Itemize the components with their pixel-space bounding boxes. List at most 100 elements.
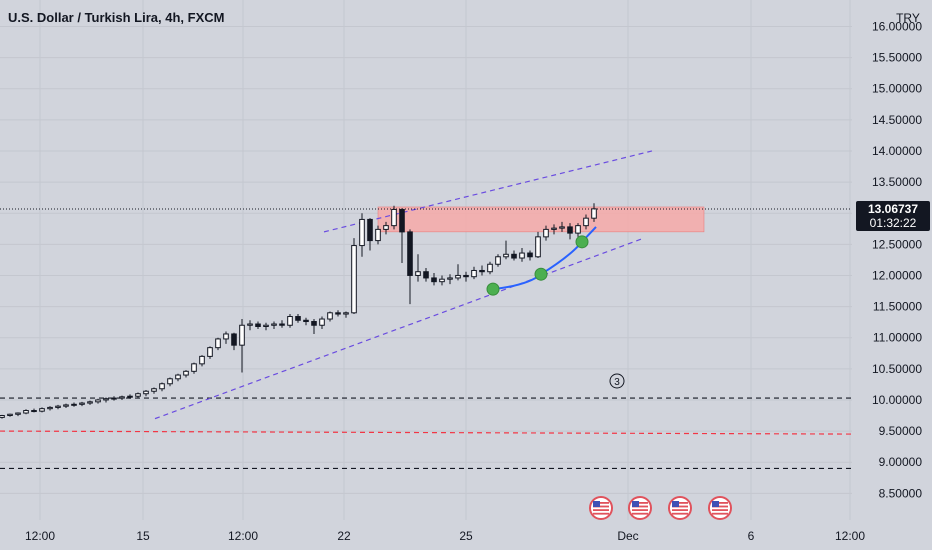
price-axis[interactable]: 8.50000 9.00000 9.50000 10.00000 10.50000 11.…	[853, 0, 932, 520]
flag-stripe	[632, 505, 648, 508]
candle-body	[343, 312, 349, 315]
flag-stripe	[632, 502, 648, 504]
trend-channel[interactable]	[154, 150, 653, 420]
flag-stripe	[672, 502, 688, 504]
flag-stripe	[712, 502, 728, 504]
candle	[503, 240, 509, 260]
candle-body	[543, 228, 549, 238]
candle-body	[223, 333, 229, 340]
candle-body	[511, 253, 517, 259]
candle	[415, 254, 421, 282]
candle	[327, 311, 333, 322]
channel-lower-line[interactable]	[154, 237, 645, 420]
candle-body	[327, 312, 333, 320]
currency-label: TRY	[896, 11, 920, 25]
candle-body	[7, 413, 13, 417]
us-flag-icon[interactable]	[589, 496, 613, 520]
candle	[511, 250, 517, 261]
horizontal-lines[interactable]	[0, 397, 853, 470]
time-tick-label: 12:00	[228, 529, 258, 543]
candle	[463, 271, 469, 282]
candle-body	[431, 277, 437, 283]
resistance-zone[interactable]	[377, 206, 705, 233]
candle	[471, 266, 477, 280]
candle-body	[415, 271, 421, 276]
candle	[159, 382, 165, 392]
candle	[23, 409, 29, 415]
flag-canton	[632, 501, 639, 507]
candle-body	[231, 333, 237, 346]
candle	[583, 214, 589, 230]
flag-ring	[589, 496, 613, 520]
annotation-marker[interactable]: 3	[609, 373, 625, 389]
candle	[127, 394, 133, 399]
price-tick-label: 8.50000	[879, 486, 923, 500]
candle	[247, 320, 253, 331]
candle	[255, 321, 261, 329]
curve-point[interactable]	[575, 235, 589, 249]
curve-point[interactable]	[534, 267, 548, 281]
price-tick-label: 12.00000	[872, 268, 922, 282]
candle	[239, 319, 245, 373]
candle-body	[247, 323, 253, 326]
price-tick-label: 14.00000	[872, 144, 922, 158]
candle-body	[527, 252, 533, 258]
candle	[15, 412, 21, 417]
candle	[287, 314, 293, 328]
candle-body	[95, 399, 101, 403]
horizontal-level-line[interactable]	[0, 430, 853, 435]
candle-body	[39, 408, 45, 412]
candles	[0, 203, 597, 419]
candle	[199, 355, 205, 367]
candle-body	[23, 410, 29, 414]
candle	[383, 221, 389, 235]
candle	[423, 267, 429, 282]
candle	[543, 225, 549, 241]
candle	[519, 248, 525, 262]
us-flag-icon[interactable]	[668, 496, 692, 520]
candle	[447, 274, 453, 285]
candle	[263, 322, 269, 331]
curve-point[interactable]	[486, 282, 500, 296]
price-tick-label: 16.00000	[872, 19, 922, 33]
candle	[207, 346, 213, 359]
price-tick-label: 15.50000	[872, 51, 922, 65]
candle-body	[503, 253, 509, 258]
candle	[367, 218, 373, 251]
time-tick-label: 12:00	[835, 529, 865, 543]
candle-body	[103, 398, 109, 401]
candle	[175, 373, 181, 382]
candle	[31, 408, 37, 413]
event-flags[interactable]	[589, 496, 732, 520]
candle	[223, 331, 229, 344]
candle	[431, 272, 437, 286]
candle-body	[551, 227, 557, 230]
candle	[303, 317, 309, 326]
flag-stripe	[672, 512, 688, 515]
candle	[575, 223, 581, 237]
candle-body	[215, 338, 221, 349]
candle-body	[583, 217, 589, 227]
candle	[375, 225, 381, 245]
candle	[551, 224, 557, 235]
curve-layer[interactable]	[486, 226, 597, 296]
candle-body	[383, 225, 389, 230]
candle-body	[0, 415, 5, 418]
flag-stripe	[672, 509, 688, 511]
resistance-zone-layer[interactable]	[377, 206, 705, 233]
candle-body	[335, 312, 341, 315]
candle-body	[519, 252, 525, 259]
candle	[87, 400, 93, 405]
time-axis[interactable]: 12:00 15 12:00 22 25 Dec 6 12:00	[0, 522, 932, 550]
price-tag-countdown: 01:32:22	[870, 216, 917, 230]
us-flag-icon[interactable]	[708, 496, 732, 520]
candle	[527, 250, 533, 261]
candle-body	[407, 231, 413, 276]
flag-canton	[712, 501, 719, 507]
time-tick-label: Dec	[617, 529, 638, 543]
flag-stripe	[632, 509, 648, 511]
channel-upper-line[interactable]	[323, 150, 653, 233]
us-flag-icon[interactable]	[628, 496, 652, 520]
